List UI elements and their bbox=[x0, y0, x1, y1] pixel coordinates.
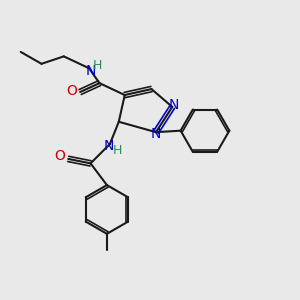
Text: N: N bbox=[85, 64, 96, 78]
Text: N: N bbox=[151, 127, 161, 141]
Text: H: H bbox=[93, 59, 102, 72]
Text: N: N bbox=[103, 139, 114, 152]
Text: O: O bbox=[66, 84, 77, 98]
Text: N: N bbox=[169, 98, 179, 112]
Text: O: O bbox=[55, 149, 65, 163]
Text: H: H bbox=[112, 143, 122, 157]
